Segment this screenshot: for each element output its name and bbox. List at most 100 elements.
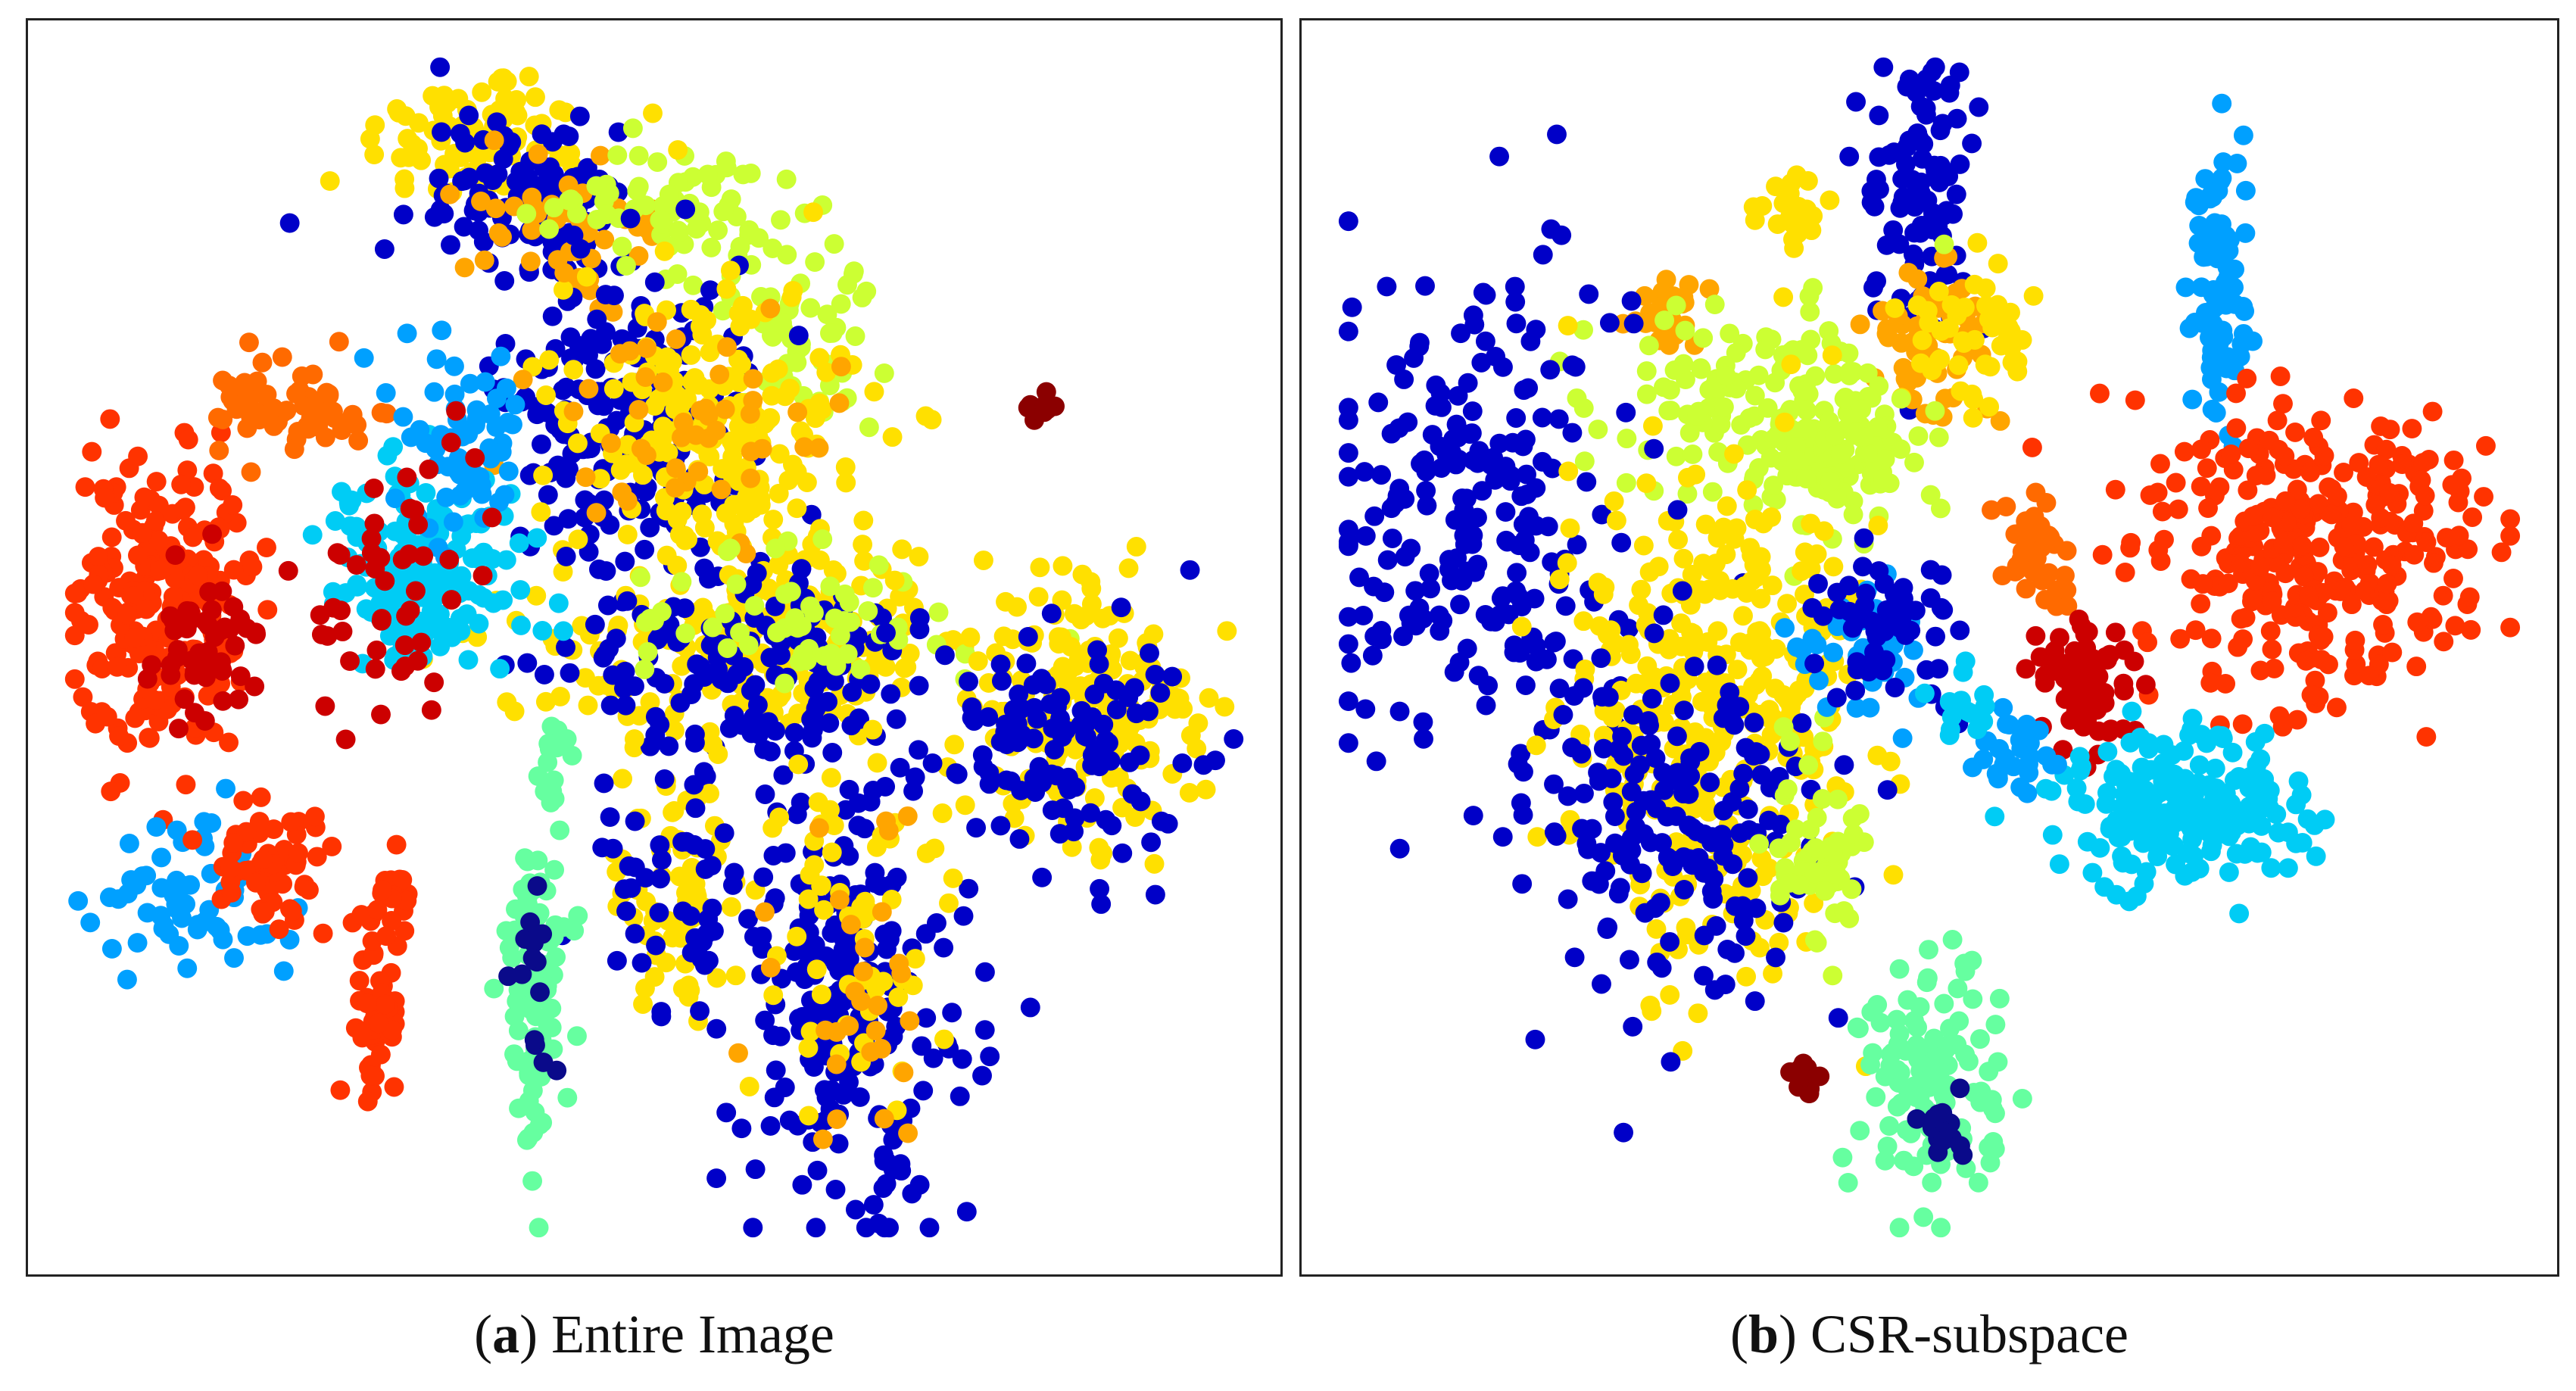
scatter-point bbox=[1460, 424, 1480, 444]
scatter-point bbox=[787, 352, 807, 373]
scatter-point bbox=[1653, 763, 1673, 783]
scatter-point bbox=[376, 926, 397, 947]
scatter-point bbox=[839, 1072, 859, 1092]
scatter-point bbox=[1763, 963, 1783, 984]
scatter-point bbox=[522, 948, 543, 968]
scatter-point bbox=[2152, 501, 2172, 522]
scatter-point bbox=[1364, 626, 1385, 647]
scatter-point bbox=[909, 547, 929, 567]
scatter-point bbox=[668, 140, 688, 161]
scatter-point bbox=[1738, 868, 1758, 888]
scatter-point bbox=[2050, 628, 2069, 648]
scatter-point bbox=[174, 689, 195, 710]
scatter-point bbox=[615, 551, 635, 572]
scatter-point bbox=[1430, 621, 1450, 641]
scatter-point bbox=[519, 67, 539, 87]
scatter-point bbox=[2228, 637, 2248, 657]
scatter-point bbox=[664, 720, 685, 741]
scatter-point bbox=[361, 529, 382, 549]
scatter-point bbox=[1892, 728, 1913, 748]
scatter-point bbox=[959, 878, 979, 899]
scatter-point bbox=[304, 806, 325, 827]
scatter-point bbox=[769, 444, 790, 464]
scatter-point bbox=[691, 401, 710, 421]
scatter-point bbox=[1880, 751, 1901, 772]
scatter-point bbox=[1366, 751, 1386, 772]
scatter-point bbox=[962, 708, 982, 728]
scatter-point bbox=[649, 903, 669, 923]
scatter-point bbox=[2191, 536, 2212, 557]
scatter-point bbox=[647, 312, 667, 332]
scatter-point bbox=[2238, 438, 2259, 459]
scatter-point bbox=[2105, 479, 2125, 500]
scatter-point bbox=[1716, 366, 1736, 385]
scatter-point bbox=[1507, 563, 1527, 583]
scatter-point bbox=[607, 145, 628, 165]
scatter-point bbox=[845, 628, 865, 649]
scatter-point bbox=[1445, 454, 1466, 475]
scatter-point bbox=[413, 546, 434, 566]
scatter-point bbox=[776, 169, 797, 189]
scatter-point bbox=[1540, 360, 1561, 380]
scatter-point bbox=[2170, 628, 2191, 649]
scatter-point bbox=[1687, 406, 1707, 426]
scatter-point bbox=[1558, 786, 1578, 806]
scatter-point bbox=[1520, 331, 1541, 351]
scatter-point bbox=[2233, 125, 2253, 145]
scatter-point bbox=[1869, 105, 1889, 126]
scatter-point bbox=[538, 1015, 558, 1036]
scatter-point bbox=[1642, 416, 1663, 436]
scatter-point bbox=[915, 924, 936, 944]
scatter-point bbox=[1636, 384, 1657, 404]
scatter-point bbox=[465, 448, 485, 468]
scatter-point bbox=[1150, 683, 1171, 703]
scatter-point bbox=[2121, 532, 2141, 553]
scatter-point bbox=[685, 928, 705, 948]
scatter-point bbox=[2212, 93, 2232, 114]
scatter-point bbox=[507, 89, 527, 110]
scatter-point bbox=[2097, 650, 2117, 670]
scatter-point bbox=[1508, 535, 1529, 556]
scatter-point bbox=[1162, 666, 1183, 687]
scatter-point bbox=[686, 883, 706, 903]
scatter-point bbox=[2296, 650, 2316, 671]
scatter-point bbox=[594, 229, 615, 250]
scatter-point bbox=[67, 583, 88, 603]
scatter-point bbox=[784, 722, 805, 743]
scatter-point bbox=[1623, 313, 1644, 334]
scatter-point bbox=[1081, 594, 1102, 614]
scatter-point bbox=[1717, 940, 1738, 959]
scatter-point bbox=[745, 1159, 766, 1180]
scatter-point bbox=[223, 495, 243, 515]
scatter-point bbox=[2174, 441, 2194, 462]
scatter-point bbox=[1702, 482, 1723, 502]
scatter-point bbox=[1990, 411, 2010, 431]
scatter-point bbox=[874, 363, 894, 383]
scatter-point bbox=[2075, 794, 2095, 814]
scatter-point bbox=[239, 332, 259, 353]
scatter-point bbox=[491, 68, 512, 89]
scatter-point bbox=[1796, 418, 1817, 438]
scatter-point bbox=[2222, 742, 2243, 763]
scatter-point bbox=[1823, 965, 1843, 986]
scatter-point bbox=[2373, 614, 2393, 635]
scatter-point bbox=[665, 478, 685, 498]
scatter-point bbox=[1591, 843, 1611, 863]
scatter-point bbox=[1996, 497, 2016, 517]
scatter-point bbox=[1693, 328, 1714, 348]
scatter-point bbox=[151, 847, 172, 868]
scatter-point bbox=[1338, 211, 1358, 232]
scatter-point bbox=[615, 661, 635, 681]
scatter-point bbox=[1661, 1052, 1681, 1072]
scatter-point bbox=[2231, 526, 2250, 546]
scatter-point bbox=[663, 928, 683, 948]
scatter-point bbox=[213, 691, 233, 711]
scatter-point bbox=[1873, 469, 1893, 489]
scatter-point bbox=[209, 440, 229, 460]
scatter-point bbox=[352, 1022, 373, 1043]
scatter-point bbox=[539, 219, 560, 239]
scatter-point bbox=[281, 812, 301, 832]
scatter-point bbox=[829, 890, 850, 910]
scatter-point bbox=[1813, 731, 1833, 752]
scatter-point bbox=[1876, 323, 1897, 344]
